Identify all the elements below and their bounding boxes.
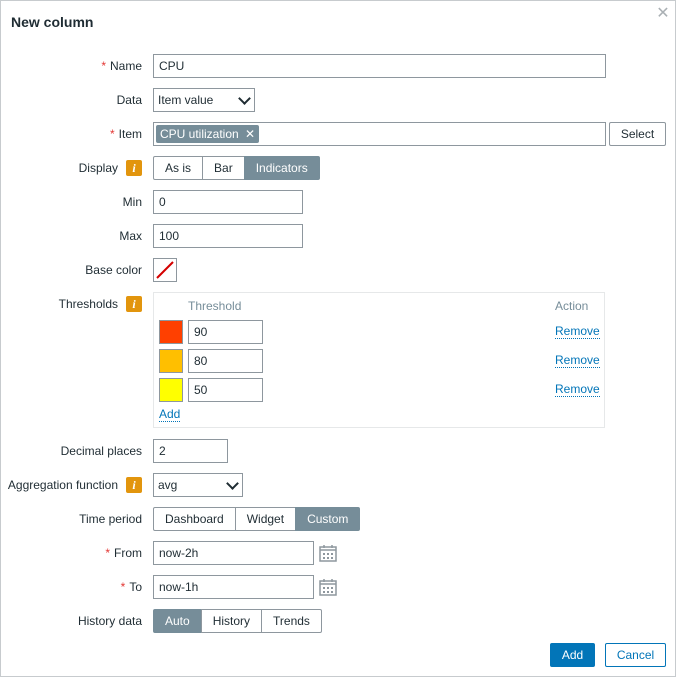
remove-threshold-link[interactable]: Remove [555, 353, 600, 368]
history-data-label: History data [77, 614, 142, 628]
add-threshold-link[interactable]: Add [159, 407, 181, 422]
from-label-text: From [114, 546, 142, 560]
base-color-label: Base color [85, 263, 142, 277]
display-segmented: As is Bar Indicators [153, 156, 320, 180]
name-input[interactable]: CPU [153, 54, 606, 78]
history-option-auto[interactable]: Auto [153, 609, 202, 633]
calendar-icon[interactable] [319, 578, 337, 596]
time-period-label: Time period [79, 512, 142, 526]
display-option-as-is[interactable]: As is [153, 156, 204, 180]
info-icon[interactable]: i [126, 295, 142, 312]
thresholds-label: Thresholds i [58, 295, 142, 312]
max-label: Max [119, 229, 142, 243]
history-option-trends[interactable]: Trends [261, 609, 322, 633]
info-icon[interactable]: i [126, 159, 142, 176]
chevron-down-icon [238, 92, 251, 105]
from-input[interactable]: now-2h [153, 541, 314, 565]
aggregation-function-select[interactable]: avg [153, 473, 243, 497]
display-option-bar[interactable]: Bar [202, 156, 245, 180]
info-icon[interactable]: i [126, 476, 142, 493]
data-select-value: Item value [158, 93, 214, 107]
threshold-color-picker[interactable] [159, 378, 183, 402]
add-button[interactable]: Add [550, 643, 595, 667]
thresholds-label-text: Thresholds [58, 297, 118, 311]
required-mark: * [105, 546, 110, 560]
time-period-option-dashboard[interactable]: Dashboard [153, 507, 236, 531]
display-label: Display i [78, 159, 142, 176]
item-label-text: Item [118, 127, 142, 141]
aggregation-function-value: avg [158, 478, 178, 492]
time-period-option-custom[interactable]: Custom [295, 507, 361, 531]
threshold-color-picker[interactable] [159, 349, 183, 373]
remove-threshold-link[interactable]: Remove [555, 382, 600, 397]
required-mark: * [109, 127, 115, 141]
remove-threshold-link[interactable]: Remove [555, 324, 600, 339]
display-option-indicators[interactable]: Indicators [243, 156, 320, 180]
history-option-history[interactable]: History [200, 609, 263, 633]
to-label: * To [121, 580, 142, 594]
calendar-icon[interactable] [319, 544, 337, 562]
no-color-icon [156, 261, 174, 279]
aggregation-function-label: Aggregation function i [7, 476, 142, 493]
close-icon[interactable]: ✕ [656, 5, 670, 22]
item-tag-label: CPU utilization [160, 127, 239, 141]
data-select[interactable]: Item value [153, 88, 255, 112]
decimal-places-input[interactable]: 2 [153, 439, 228, 463]
decimal-places-label: Decimal places [60, 444, 142, 458]
item-label: * Item [110, 127, 142, 141]
to-label-text: To [129, 580, 142, 594]
min-label: Min [122, 195, 142, 209]
dialog-title: New column [11, 14, 94, 30]
threshold-value-input[interactable]: 90 [188, 320, 263, 344]
action-column-header: Action [555, 299, 589, 313]
thresholds-table [153, 292, 605, 428]
threshold-column-header: Threshold [188, 299, 242, 313]
required-mark: * [101, 59, 106, 73]
aggregation-function-label-text: Aggregation function [7, 478, 118, 492]
base-color-picker[interactable] [153, 258, 177, 282]
threshold-value-input[interactable]: 50 [188, 378, 263, 402]
to-input[interactable]: now-1h [153, 575, 314, 599]
data-label: Data [116, 93, 142, 107]
item-tag: CPU utilization ✕ [156, 125, 260, 143]
threshold-value-input[interactable]: 80 [188, 349, 263, 373]
time-period-option-widget[interactable]: Widget [234, 507, 297, 531]
max-input[interactable]: 100 [153, 224, 303, 248]
cancel-button[interactable]: Cancel [605, 643, 666, 667]
chevron-down-icon [226, 477, 239, 490]
required-mark: * [120, 580, 126, 594]
select-button[interactable]: Select [609, 122, 666, 146]
threshold-color-picker[interactable] [159, 320, 183, 344]
min-input[interactable]: 0 [153, 190, 303, 214]
time-period-segmented: Dashboard Widget Custom [153, 507, 361, 531]
display-label-text: Display [78, 161, 118, 175]
remove-tag-icon[interactable]: ✕ [245, 127, 256, 141]
from-label: * From [105, 546, 142, 560]
history-data-segmented: Auto History Trends [153, 609, 322, 633]
name-label-text: Name [109, 59, 142, 73]
name-label: * Name [101, 59, 142, 73]
